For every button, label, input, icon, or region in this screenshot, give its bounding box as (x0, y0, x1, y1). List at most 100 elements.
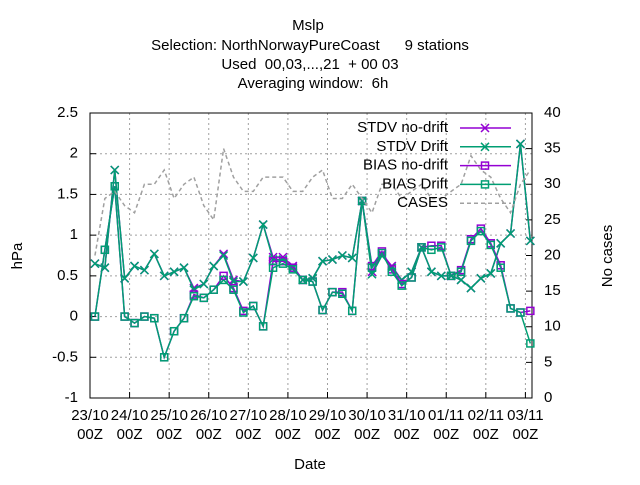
marker (327, 255, 337, 265)
y2-axis-label: No cases (599, 225, 616, 288)
y-tick-label: 0.5 (57, 267, 78, 284)
x-tick-label: 02/11 00Z (468, 407, 504, 443)
x-tick-label: 29/10 00Z (309, 407, 347, 443)
marker (90, 312, 100, 321)
y2-tick-label: 35 (544, 140, 561, 157)
marker (486, 268, 496, 278)
chart-subtitle: Used 00,03,...,21 + 00 03 (221, 56, 398, 73)
chart-subtitle: Averaging window: 6h (238, 75, 389, 92)
legend-label: BIAS Drift (382, 175, 449, 192)
marker (268, 255, 278, 265)
marker (318, 305, 327, 315)
marker (476, 226, 486, 236)
marker (110, 165, 120, 175)
marker (446, 271, 456, 281)
marker (219, 275, 228, 285)
y-tick-label: 1.5 (57, 185, 78, 202)
marker (476, 273, 486, 283)
marker (337, 250, 347, 261)
marker (229, 285, 238, 294)
y2-tick-label: 0 (544, 389, 552, 406)
marker (526, 306, 535, 316)
marker (480, 161, 490, 170)
marker (298, 275, 308, 285)
marker (407, 273, 416, 282)
marker (515, 139, 525, 149)
x-tick-label: 26/10 00Z (190, 407, 228, 443)
x-tick-label: 25/10 00Z (150, 407, 188, 443)
marker (209, 261, 219, 271)
x-tick-label: 01/11 00Z (428, 407, 464, 443)
marker (466, 283, 476, 293)
y2-tick-label: 10 (544, 318, 561, 335)
marker (506, 228, 516, 239)
marker (466, 236, 476, 246)
marker (308, 277, 317, 286)
marker (120, 312, 129, 321)
marker (516, 308, 525, 317)
y-tick-label: 0 (70, 308, 78, 325)
y-axis-label: hPa (9, 242, 26, 269)
marker (140, 312, 149, 321)
marker (199, 279, 209, 289)
marker (486, 240, 496, 250)
marker (278, 259, 288, 268)
marker (496, 263, 505, 272)
marker (149, 249, 159, 259)
marker (427, 245, 436, 255)
marker (496, 238, 506, 248)
legend-label: STDV Drift (376, 138, 449, 155)
marker (238, 277, 248, 287)
marker (150, 313, 159, 323)
y2-tick-label: 30 (544, 175, 561, 192)
series-line (94, 148, 531, 256)
y2-tick-label: 5 (544, 353, 552, 370)
marker (480, 180, 490, 189)
marker (179, 263, 189, 273)
marker (338, 289, 347, 299)
marker (288, 265, 298, 274)
plot-frame (89, 112, 533, 399)
marker (239, 308, 248, 317)
marker (219, 249, 229, 259)
marker (129, 261, 140, 271)
marker (100, 245, 110, 255)
chart-title: Mslp (292, 17, 324, 34)
x-tick-label: 28/10 00Z (269, 407, 307, 443)
marker (318, 256, 328, 266)
marker (159, 271, 169, 281)
y-tick-label: 1 (70, 226, 78, 243)
y2-tick-label: 15 (544, 282, 561, 299)
legend-label: BIAS no-drift (363, 157, 449, 174)
marker (328, 287, 337, 297)
marker (367, 263, 377, 272)
y-tick-label: -0.5 (52, 348, 78, 365)
x-tick-label: 24/10 00Z (111, 407, 149, 443)
marker (130, 318, 139, 328)
marker (377, 248, 387, 258)
y-tick-label: -1 (65, 389, 78, 406)
marker (110, 182, 119, 191)
marker (179, 313, 189, 323)
marker (139, 265, 149, 275)
marker (209, 285, 218, 294)
y2-tick-label: 40 (544, 104, 561, 121)
marker (248, 253, 258, 263)
x-tick-label: 30/10 00Z (348, 407, 386, 443)
y2-tick-label: 20 (544, 246, 561, 263)
marker (436, 271, 446, 281)
marker (437, 243, 446, 252)
y-tick-label: 2.5 (57, 104, 78, 121)
legend-label: STDV no-drift (357, 119, 449, 136)
marker (268, 263, 278, 272)
marker (480, 142, 490, 152)
marker (347, 306, 357, 316)
marker (456, 275, 466, 285)
legend-label: CASES (397, 194, 448, 211)
y2-tick-label: 25 (544, 211, 561, 228)
x-axis-label: Date (294, 456, 326, 473)
marker (525, 236, 535, 246)
chart-subtitle: Selection: NorthNorwayPureCoast 9 statio… (151, 37, 469, 54)
marker (258, 322, 268, 331)
